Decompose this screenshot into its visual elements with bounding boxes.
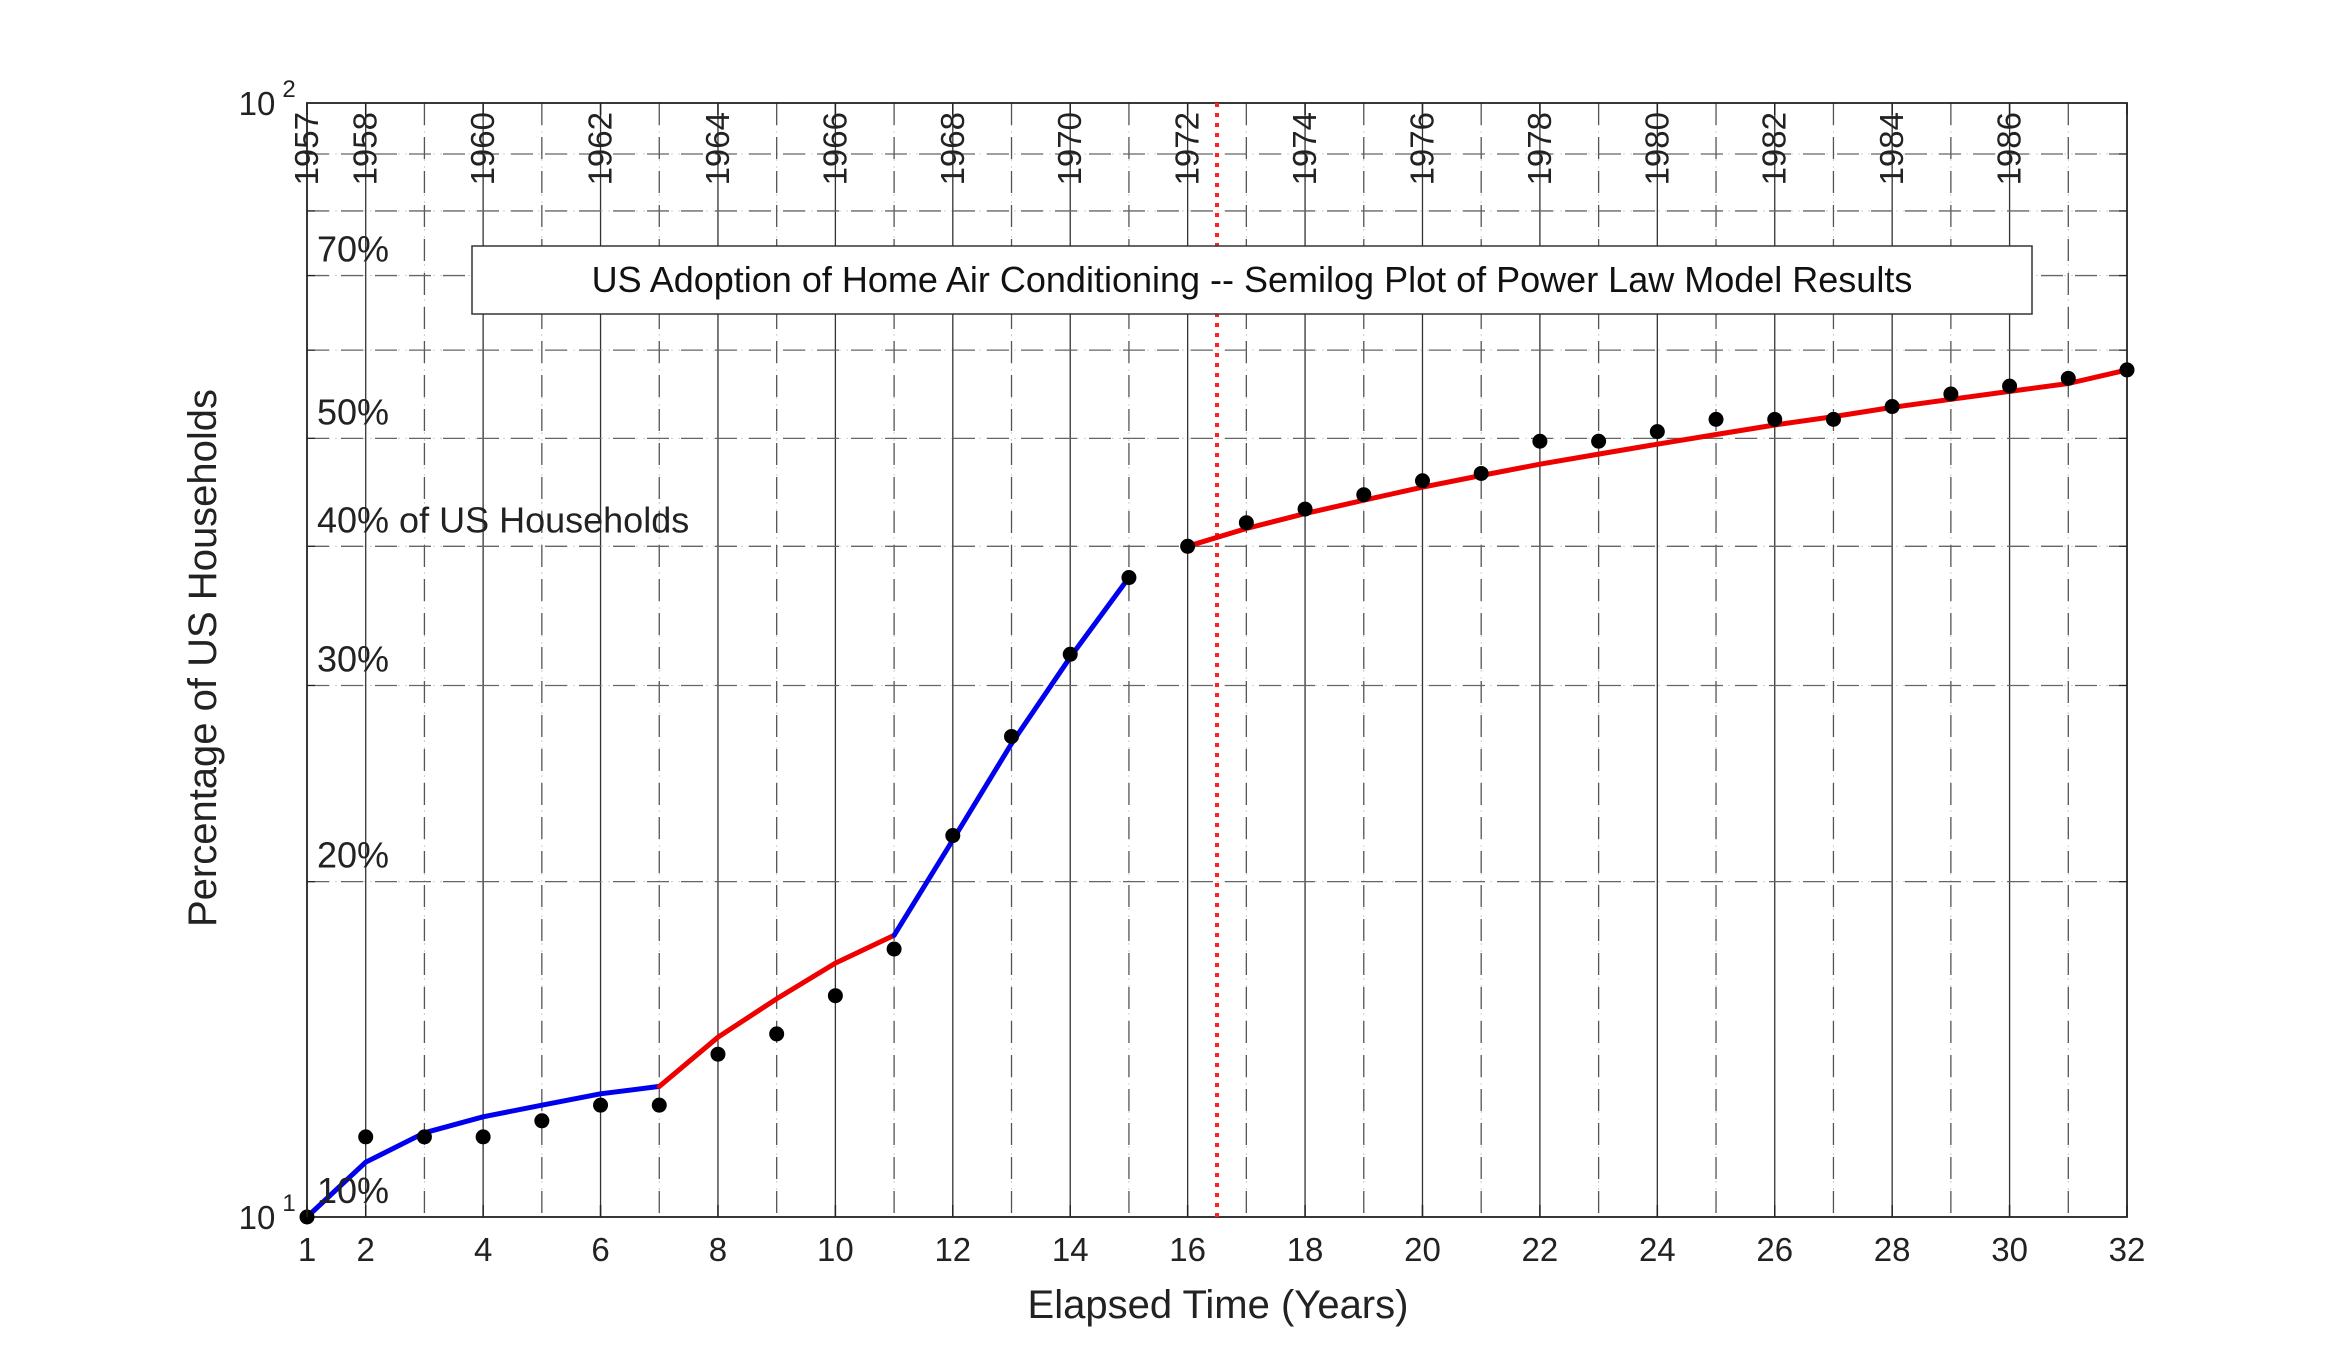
- year-labels: 1957 1958 1960 1962 1964 1966 1968 1970 1972 1974…: [288, 112, 2028, 185]
- data-point: [827, 988, 843, 1004]
- year-label: 1980: [1638, 112, 1675, 185]
- x-tick-label: 12: [934, 1231, 971, 1268]
- data-point: [1180, 538, 1196, 554]
- data-point: [1943, 386, 1959, 402]
- x-tick-label: 6: [591, 1231, 609, 1268]
- data-point: [651, 1097, 667, 1113]
- x-tick-label: 14: [1052, 1231, 1089, 1268]
- data-point: [769, 1026, 785, 1042]
- chart-title-box: US Adoption of Home Air Conditioning -- …: [471, 245, 2033, 315]
- data-point: [1532, 433, 1548, 449]
- data-points: [299, 362, 2135, 1225]
- x-tick-label: 2: [357, 1231, 375, 1268]
- data-point: [2002, 378, 2018, 394]
- x-tick-label: 1: [298, 1231, 316, 1268]
- data-point: [1004, 728, 1020, 744]
- year-label: 1957: [288, 112, 325, 185]
- y-tick-label: 10: [239, 1199, 276, 1236]
- data-point: [1649, 424, 1665, 440]
- data-point: [886, 941, 902, 957]
- year-label: 1968: [934, 112, 971, 185]
- y-axis-title: Percentage of US Households: [181, 389, 225, 927]
- data-point: [2119, 362, 2135, 378]
- data-point: [1121, 570, 1137, 586]
- percent-annotations: 10% 20% 30% 40% of US Households 50% 70%: [317, 229, 689, 1211]
- model-line-segment: [1185, 367, 2130, 549]
- title-box: [471, 245, 2033, 315]
- data-point: [1356, 487, 1372, 503]
- year-label: 1970: [1051, 112, 1088, 185]
- data-point: [1414, 473, 1430, 489]
- data-point: [1473, 465, 1489, 481]
- data-point: [1708, 411, 1724, 427]
- year-label: 1984: [1873, 112, 1910, 185]
- x-tick-label: 22: [1522, 1231, 1559, 1268]
- percent-annotation: 30%: [317, 638, 389, 679]
- x-axis-title: Elapsed Time (Years): [1028, 1283, 1409, 1327]
- x-tick-label: 18: [1287, 1231, 1324, 1268]
- year-label: 1974: [1286, 112, 1323, 185]
- data-point: [1238, 515, 1254, 531]
- x-tick-label: 20: [1404, 1231, 1441, 1268]
- year-label: 1986: [1991, 112, 2028, 185]
- x-tick-label: 28: [1874, 1231, 1911, 1268]
- data-point: [1062, 646, 1078, 662]
- y-tick-label: 10: [239, 85, 276, 122]
- data-point: [1825, 411, 1841, 427]
- year-label: 1962: [582, 112, 619, 185]
- data-point: [1297, 501, 1313, 517]
- data-point: [416, 1129, 432, 1145]
- year-label: 1966: [816, 112, 853, 185]
- data-point: [710, 1046, 726, 1062]
- data-point: [1767, 411, 1783, 427]
- year-label: 1958: [347, 112, 384, 185]
- x-tick-label: 26: [1756, 1231, 1793, 1268]
- x-tick-label: 24: [1639, 1231, 1676, 1268]
- percent-annotation: 20%: [317, 835, 389, 876]
- year-label: 1982: [1756, 112, 1793, 185]
- x-tick-label: 4: [474, 1231, 492, 1268]
- data-point: [1884, 399, 1900, 415]
- data-point: [475, 1129, 491, 1145]
- percent-annotation: 70%: [317, 229, 389, 270]
- year-label: 1978: [1521, 112, 1558, 185]
- model-line-segment: [304, 1083, 662, 1220]
- x-tick-label: 32: [2109, 1231, 2146, 1268]
- data-point: [593, 1097, 609, 1113]
- y-tick-exponent: 2: [282, 76, 295, 103]
- data-point: [945, 828, 961, 844]
- data-point: [534, 1113, 550, 1129]
- percent-annotation: 10%: [317, 1170, 389, 1211]
- x-tick-label: 30: [1991, 1231, 2028, 1268]
- percent-annotation: 40% of US Households: [317, 499, 689, 540]
- data-point: [1591, 433, 1607, 449]
- data-point: [2060, 370, 2076, 386]
- x-tick-label: 16: [1169, 1231, 1206, 1268]
- x-tick-label: 10: [817, 1231, 854, 1268]
- y-tick-exponent: 1: [282, 1190, 295, 1217]
- year-label: 1960: [464, 112, 501, 185]
- year-label: 1964: [699, 112, 736, 185]
- data-point: [358, 1129, 374, 1145]
- model-line-segment: [656, 932, 897, 1089]
- x-tick-label: 8: [709, 1231, 727, 1268]
- year-label: 1976: [1404, 112, 1441, 185]
- chart-title: US Adoption of Home Air Conditioning -- …: [592, 259, 1913, 300]
- year-label: 1972: [1169, 112, 1206, 185]
- percent-annotation: 50%: [317, 391, 389, 432]
